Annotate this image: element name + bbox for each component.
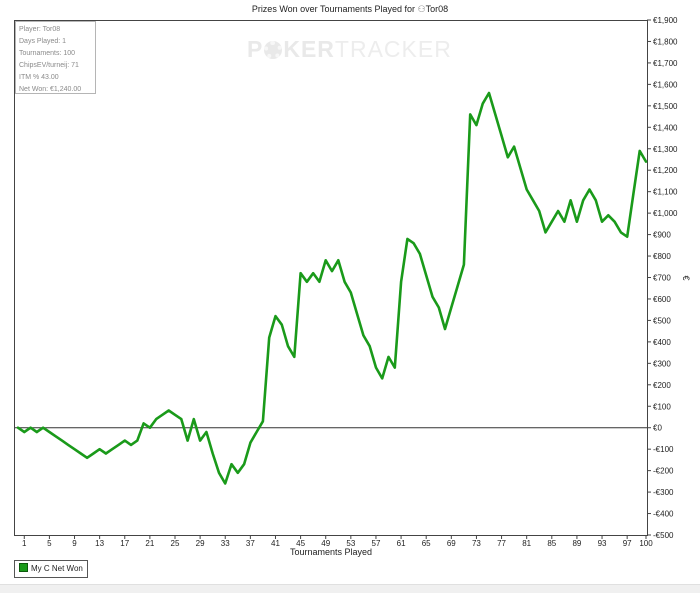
x-tick-label: 97 [623,539,632,548]
y-tick-label: -€100 [653,445,674,454]
y-tick-label: -€200 [653,467,674,476]
y-tick-label: -€300 [653,488,674,497]
y-tick-label: €1,200 [653,166,678,175]
series-line-net-won [16,91,648,485]
y-tick-label: €1,400 [653,123,678,132]
x-tick-label: 85 [547,539,556,548]
x-tick-label: 65 [422,539,431,548]
stats-box: Player: Tor08 Days Played: 1 Tournaments… [15,21,96,94]
y-tick-label: €0 [653,424,662,433]
y-tick-label: €1,900 [653,16,678,25]
y-tick-label: €200 [653,381,671,390]
pokertracker-watermark: P KERTRACKER [247,36,452,62]
plot-area [14,20,648,536]
y-tick-label: €1,700 [653,59,678,68]
x-tick-label: 93 [598,539,607,548]
x-tick-label: 1 [22,539,27,548]
x-tick-label: 49 [321,539,330,548]
x-tick-label: 41 [271,539,280,548]
x-tick-label: 21 [145,539,154,548]
x-tick-label: 81 [522,539,531,548]
y-tick-label: €1,100 [653,188,678,197]
x-tick-label: 73 [472,539,481,548]
stat-itm: ITM % 43.00 [19,74,59,81]
chart-title: Prizes Won over Tournaments Played for ⚇… [252,4,448,14]
x-tick-label: 45 [296,539,305,548]
window-bottom-bar [0,584,700,593]
x-tick-label: 89 [572,539,581,548]
player-icon: ⚇ [418,4,426,14]
x-axis-title: Tournaments Played [290,547,372,557]
x-tick-label: 37 [246,539,255,548]
y-tick-label: €1,800 [653,37,678,46]
y-tick-label: €400 [653,338,671,347]
x-tick-label: 57 [372,539,381,548]
x-tick-label: 69 [447,539,456,548]
x-tick-label: 13 [95,539,104,548]
x-tick-label: 29 [196,539,205,548]
y-tick-label: €700 [653,274,671,283]
y-tick-label: €100 [653,402,671,411]
y-tick-label: €1,600 [653,80,678,89]
series-group [16,91,648,485]
y-tick-label: €1,000 [653,209,678,218]
x-tick-label: 9 [72,539,77,548]
y-tick-label: €500 [653,316,671,325]
y-tick-label: -€400 [653,510,674,519]
poker-chip-icon [264,41,283,59]
y-tick-label: €800 [653,252,671,261]
y-axis-title: € [681,275,691,280]
x-tick-label: 25 [171,539,180,548]
y-tick-label: €1,300 [653,145,678,154]
stat-net-won: Net Won: €1,240.00 [19,86,82,93]
y-tick-label: -€500 [653,531,674,540]
y-axis: -€500 -€400 -€300 -€200 -€100 €0 €100 €200 €300 €… [647,16,678,540]
x-tick-label: 17 [120,539,129,548]
legend: My C Net Won [14,560,88,578]
y-tick-label: €1,500 [653,102,678,111]
y-tick-label: €900 [653,231,671,240]
x-tick-label: 53 [346,539,355,548]
legend-label: My C Net Won [31,564,83,573]
y-tick-label: €300 [653,359,671,368]
stat-chipsev: ChipsEV/turneij: 71 [19,62,79,69]
x-tick-label: 77 [497,539,506,548]
x-tick-label: 61 [397,539,406,548]
x-tick-label: 33 [221,539,230,548]
stat-days: Days Played: 1 [19,38,67,45]
y-tick-label: €600 [653,295,671,304]
legend-swatch [19,563,28,572]
x-tick-label: 100 [639,539,653,548]
stat-tournaments: Tournaments: 100 [19,50,76,57]
x-tick-label: 5 [47,539,52,548]
x-axis: 1 5 9 13 17 21 25 29 33 37 41 45 49 53 57 61 65 69 73 77 81 8… [22,535,653,548]
stat-player: Player: Tor08 [19,26,61,33]
